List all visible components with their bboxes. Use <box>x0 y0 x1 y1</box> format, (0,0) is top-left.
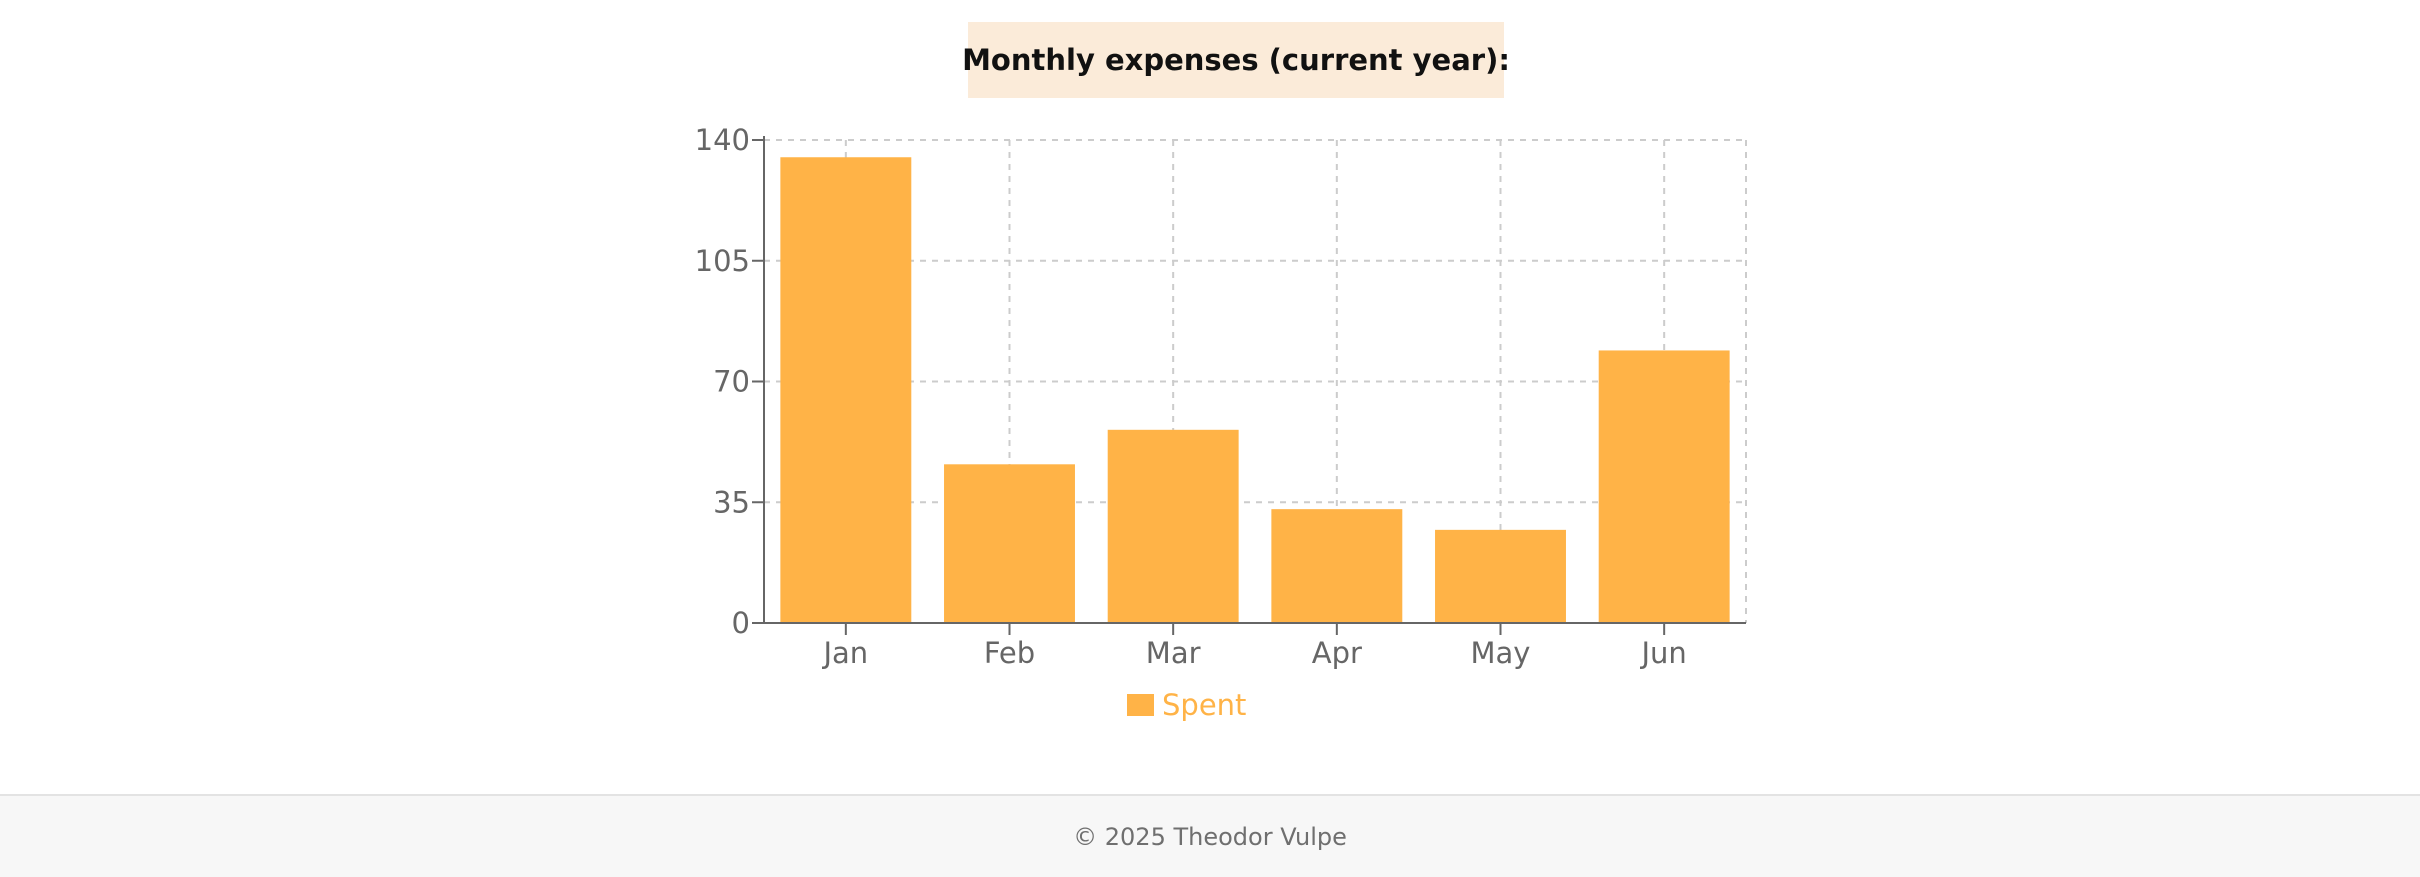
x-tick-label: Feb <box>984 636 1035 670</box>
y-tick-label: 0 <box>732 606 750 640</box>
legend-swatch <box>1127 694 1154 716</box>
bar-mar <box>1107 429 1239 623</box>
y-tick-label: 140 <box>695 123 750 157</box>
bar-feb <box>944 464 1075 623</box>
y-tick-label: 70 <box>713 365 750 399</box>
bar-jun <box>1598 350 1730 623</box>
x-tick-label: Mar <box>1146 636 1201 670</box>
expenses-bar-chart: 0 35 70 105 140 Jan Feb Mar Apr May Jun Spent <box>695 123 1747 722</box>
chart-title-box: Monthly expenses (current year): <box>962 22 1510 98</box>
x-tick-label: May <box>1471 636 1531 670</box>
bar-apr <box>1271 509 1403 623</box>
footer-copyright: © 2025 Theodor Vulpe <box>1073 822 1347 851</box>
x-tick-label: Apr <box>1312 636 1362 670</box>
x-tick-label: Jan <box>821 636 868 670</box>
bar-jan <box>780 157 912 623</box>
footer: © 2025 Theodor Vulpe <box>0 794 2420 877</box>
legend-label: Spent <box>1162 688 1246 722</box>
x-tick-label: Jun <box>1640 636 1687 670</box>
chart-title: Monthly expenses (current year): <box>962 43 1510 77</box>
y-tick-label: 35 <box>713 485 750 519</box>
bar-may <box>1435 529 1566 623</box>
y-tick-label: 105 <box>695 244 750 278</box>
